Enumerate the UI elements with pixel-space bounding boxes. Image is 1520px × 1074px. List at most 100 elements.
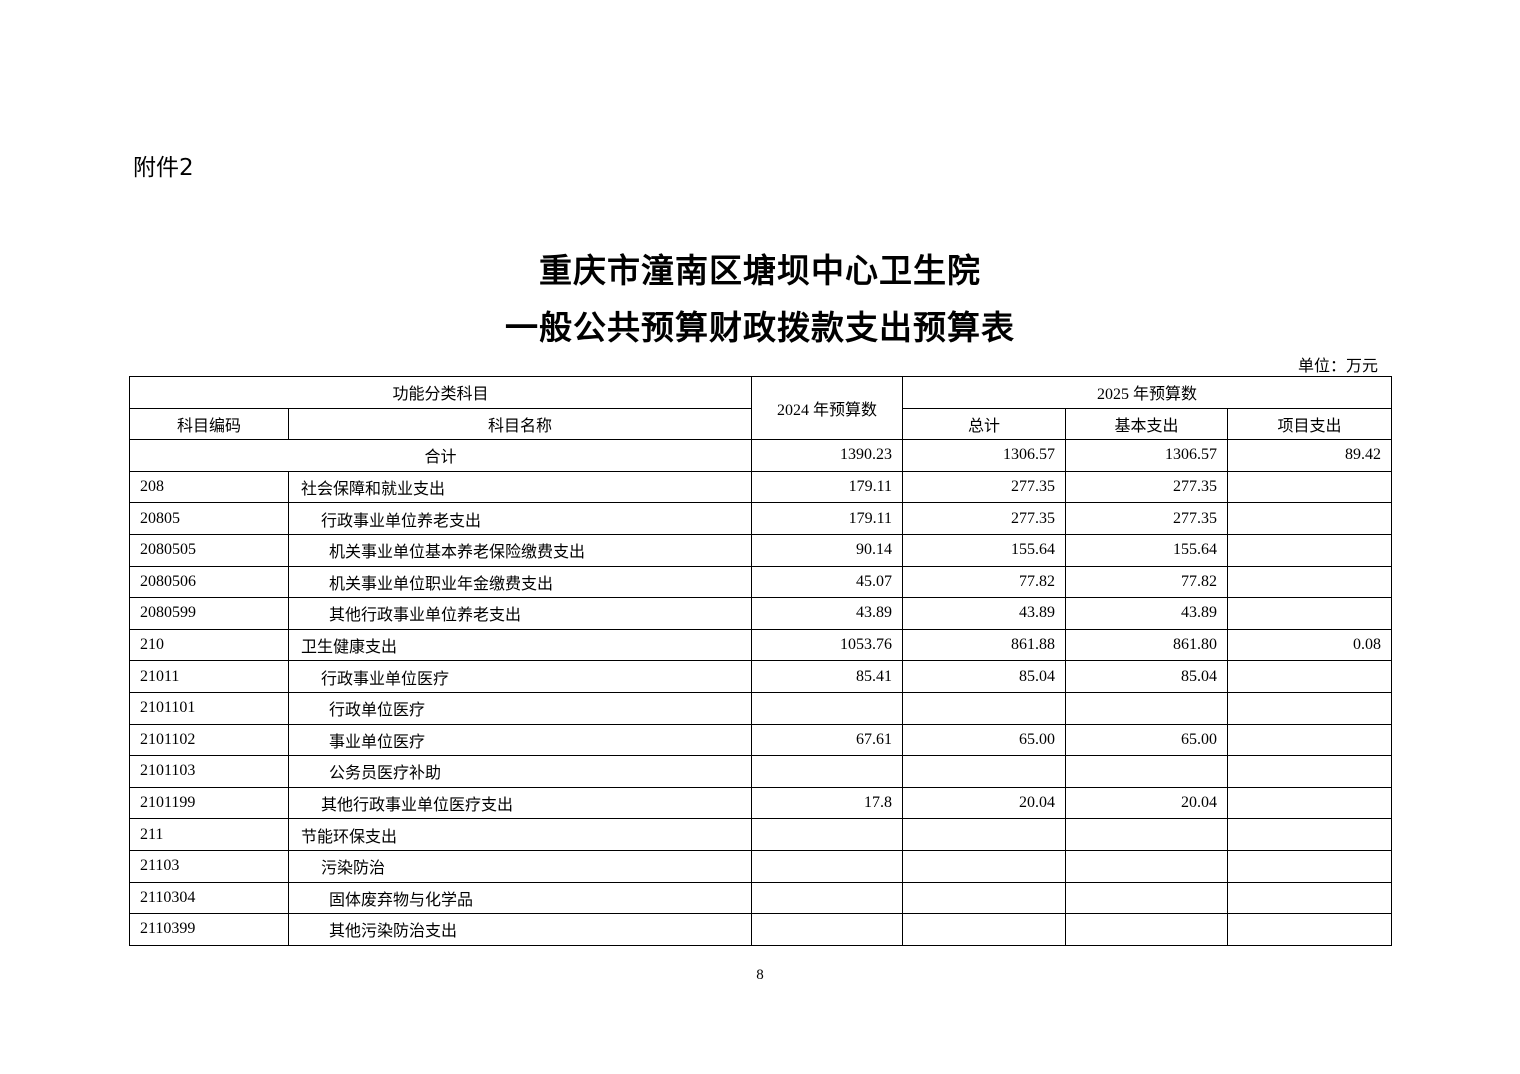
row-basic (1065, 818, 1229, 851)
row-name: 污染防治 (287, 849, 753, 883)
total-b2024: 1390.23 (751, 439, 904, 472)
row-total: 155.64 (902, 533, 1067, 567)
row-basic: 65.00 (1065, 723, 1229, 757)
row-code: 2101101 (129, 691, 289, 725)
row-code: 21103 (129, 849, 289, 883)
row-total: 85.04 (902, 660, 1067, 693)
row-basic (1065, 881, 1229, 915)
row-b2024: 179.11 (751, 470, 904, 504)
budget-table: 功能分类科目 2024 年预算数 2025 年预算数 科目编码 科目名称 总计 … (128, 375, 1393, 946)
row-project (1227, 533, 1393, 567)
row-project (1227, 691, 1393, 725)
row-code: 2080599 (129, 597, 289, 630)
row-name: 节能环保支出 (287, 818, 753, 851)
row-basic: 43.89 (1065, 597, 1229, 630)
header-name: 科目名称 (287, 407, 753, 441)
row-code: 2080505 (129, 533, 289, 567)
total-basic: 1306.57 (1065, 439, 1229, 472)
row-total (902, 691, 1067, 725)
row-project (1227, 881, 1393, 915)
row-basic: 861.80 (1065, 628, 1229, 662)
total-row: 合计 1390.23 1306.57 1306.57 89.42 (128, 439, 1393, 472)
row-total: 65.00 (902, 723, 1067, 757)
header-project: 项目支出 (1227, 407, 1393, 441)
row-total (902, 755, 1067, 788)
row-basic: 77.82 (1065, 565, 1229, 599)
row-name: 卫生健康支出 (287, 628, 753, 662)
table-row: 2110304 固体废弃物与化学品 (129, 881, 1393, 915)
row-code: 208 (129, 470, 289, 504)
table-row: 2101101 行政单位医疗 (129, 691, 1393, 725)
row-code: 211 (129, 818, 289, 851)
row-b2024 (751, 881, 904, 915)
table-row: 210 卫生健康支出 1053.76 861.88 861.80 0.08 (129, 628, 1393, 662)
row-basic: 20.04 (1065, 786, 1229, 820)
row-b2024: 43.89 (751, 597, 904, 630)
row-project (1227, 723, 1393, 757)
row-total: 277.35 (902, 470, 1067, 504)
table-row: 2101103 公务员医疗补助 (129, 755, 1393, 788)
row-b2024: 90.14 (751, 533, 904, 567)
row-total: 861.88 (902, 628, 1067, 662)
header-function-category: 功能分类科目 (128, 376, 753, 409)
page-number: 8 (756, 967, 764, 983)
row-total: 77.82 (902, 565, 1067, 599)
row-code: 2110304 (129, 881, 289, 915)
row-b2024: 179.11 (751, 502, 904, 535)
row-name: 其他行政事业单位医疗支出 (287, 786, 753, 820)
header-code: 科目编码 (129, 407, 289, 441)
table-row: 2110399 其他污染防治支出 (129, 913, 1393, 946)
row-total: 43.89 (902, 597, 1067, 630)
row-project (1227, 786, 1393, 820)
row-basic (1065, 913, 1229, 946)
row-total (902, 913, 1067, 946)
row-name: 机关事业单位基本养老保险缴费支出 (287, 533, 753, 567)
table-row: 2080505 机关事业单位基本养老保险缴费支出 90.14 155.64 155.64 (129, 533, 1393, 567)
table-row: 208 社会保障和就业支出 179.11 277.35 277.35 (129, 470, 1393, 504)
row-total (902, 849, 1067, 883)
row-project (1227, 818, 1393, 851)
table-row: 20805 行政事业单位养老支出 179.11 277.35 277.35 (129, 502, 1393, 535)
row-name: 行政单位医疗 (287, 691, 753, 725)
attachment-label: 附件2 (133, 155, 194, 181)
row-code: 2101103 (129, 755, 289, 788)
table-row: 2080506 机关事业单位职业年金缴费支出 45.07 77.82 77.82 (129, 565, 1393, 599)
row-basic (1065, 691, 1229, 725)
row-b2024 (751, 691, 904, 725)
row-basic: 155.64 (1065, 533, 1229, 567)
row-b2024: 1053.76 (751, 628, 904, 662)
row-name: 社会保障和就业支出 (287, 470, 753, 504)
row-basic (1065, 849, 1229, 883)
row-code: 2101199 (129, 786, 289, 820)
header-budget-2025: 2025 年预算数 (902, 376, 1393, 409)
unit-label: 单位：万元 (1297, 358, 1378, 375)
table-row: 211 节能环保支出 (129, 818, 1393, 851)
row-name: 机关事业单位职业年金缴费支出 (287, 565, 753, 599)
row-name: 行政事业单位养老支出 (287, 502, 753, 535)
header-row-2: 科目编码 科目名称 总计 基本支出 项目支出 (129, 407, 1393, 441)
row-basic (1065, 755, 1229, 788)
row-project (1227, 597, 1393, 630)
table-row: 2101102 事业单位医疗 67.61 65.00 65.00 (129, 723, 1393, 757)
row-total: 277.35 (902, 502, 1067, 535)
row-project (1227, 755, 1393, 788)
row-total (902, 818, 1067, 851)
row-total (902, 881, 1067, 915)
row-project (1227, 849, 1393, 883)
row-b2024: 67.61 (751, 723, 904, 757)
table-row: 2101199 其他行政事业单位医疗支出 17.8 20.04 20.04 (129, 786, 1393, 820)
header-total: 总计 (902, 407, 1067, 441)
row-project: 0.08 (1227, 628, 1393, 662)
header-budget-2024: 2024 年预算数 (751, 375, 904, 441)
row-project (1227, 660, 1393, 693)
total-total: 1306.57 (902, 439, 1067, 472)
table-row: 2080599 其他行政事业单位养老支出 43.89 43.89 43.89 (129, 597, 1393, 630)
row-project (1227, 502, 1393, 535)
page-title-line1: 重庆市潼南区塘坝中心卫生院 (539, 251, 981, 290)
row-name: 公务员医疗补助 (287, 755, 753, 788)
header-basic: 基本支出 (1065, 407, 1229, 441)
row-basic: 277.35 (1065, 502, 1229, 535)
row-project (1227, 470, 1393, 504)
row-b2024 (751, 849, 904, 883)
total-project: 89.42 (1227, 439, 1393, 472)
